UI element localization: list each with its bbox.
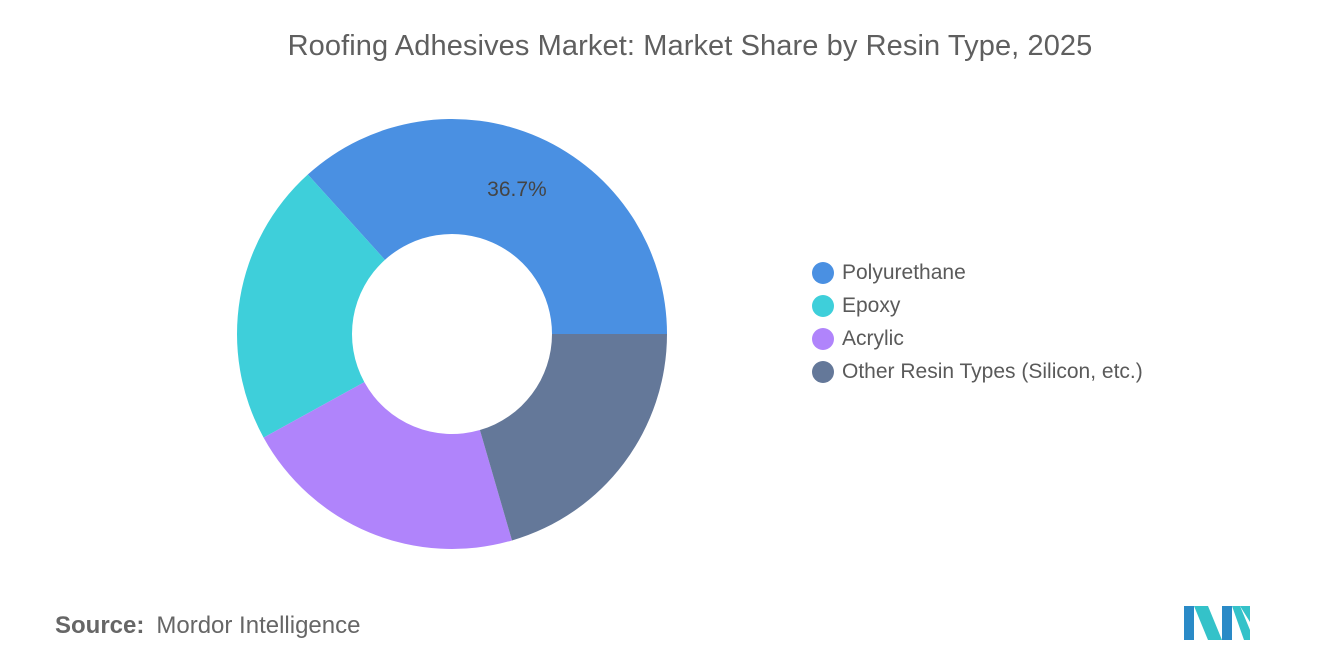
source-note: Source: Mordor Intelligence — [55, 612, 360, 640]
legend-label-other: Other Resin Types (Silicon, etc.) — [842, 359, 1143, 383]
legend-label-acrylic: Acrylic — [842, 326, 904, 350]
donut-slice-acrylic — [263, 382, 512, 549]
donut-slice-epoxy — [237, 174, 385, 438]
source-text: Mordor Intelligence — [156, 612, 361, 639]
legend-swatch-polyurethane — [812, 261, 834, 284]
legend-item-acrylic: Acrylic — [812, 322, 1143, 355]
chart-title: Roofing Adhesives Market: Market Share b… — [287, 30, 1093, 62]
legend-item-polyurethane: Polyurethane — [812, 256, 1143, 289]
donut-slice-other — [479, 334, 667, 541]
legend-swatch-other — [812, 360, 834, 383]
legend-label-epoxy: Epoxy — [842, 293, 901, 317]
chart-legend: Polyurethane Epoxy Acrylic Other Resin T… — [812, 256, 1143, 388]
donut-slice-polyurethane — [307, 118, 667, 334]
legend-item-other: Other Resin Types (Silicon, etc.) — [812, 355, 1143, 388]
data-label-polyurethane: 36.7% — [487, 178, 547, 201]
legend-swatch-epoxy — [812, 294, 834, 317]
source-label: Source: — [55, 612, 145, 639]
mordor-intelligence-logo — [1184, 606, 1250, 640]
legend-label-polyurethane: Polyurethane — [842, 260, 966, 284]
legend-swatch-acrylic — [812, 327, 834, 350]
legend-item-epoxy: Epoxy — [812, 289, 1143, 322]
